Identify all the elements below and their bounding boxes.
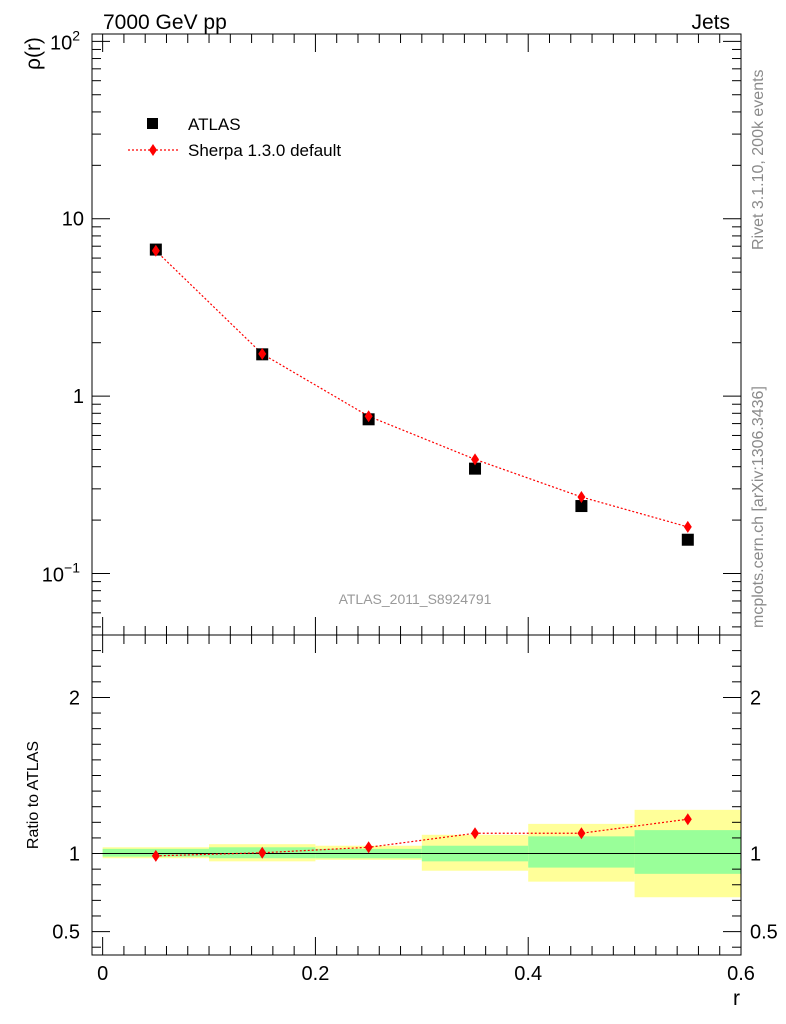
legend-label-atlas: ATLAS [188, 115, 241, 134]
sherpa-point [364, 410, 373, 423]
x-axis-title: r [733, 987, 740, 1010]
x-tick-label: 0 [97, 963, 108, 985]
ratio-panel-frame [91, 634, 742, 956]
x-tick-label: 0.4 [514, 963, 542, 985]
sherpa-ratio-point [577, 827, 586, 840]
atlas-point [575, 500, 588, 513]
legend-marker-sherpa [149, 144, 157, 156]
y-tick-label-ratio-right: 2 [750, 687, 761, 709]
mc-line-ratio [155, 818, 688, 857]
header-right: Jets [691, 11, 730, 34]
sherpa-point [683, 520, 692, 533]
sherpa-ratio-point [364, 841, 373, 854]
uncertainty-band-inner [528, 836, 635, 868]
y-tick-label-main: 102 [50, 27, 80, 54]
header-left: 7000 GeV pp [103, 11, 227, 34]
uncertainty-band-inner [634, 830, 741, 874]
legend-marker-atlas [147, 118, 158, 129]
y-tick-label-ratio-right: 1 [750, 844, 761, 866]
mcplots-label: mcplots.cern.ch [arXiv:1306.3436] [750, 386, 767, 628]
sherpa-point [577, 490, 586, 503]
analysis-label: ATLAS_2011_S8924791 [339, 591, 492, 607]
atlas-point [681, 533, 694, 546]
mc-line-main [155, 250, 688, 528]
legend: ATLAS Sherpa 1.3.0 default [128, 115, 341, 160]
sherpa-ratio-point [471, 827, 480, 840]
sherpa-ratio-point [683, 813, 692, 826]
x-tick-label: 0.6 [727, 963, 755, 985]
sherpa-point [471, 453, 480, 466]
sherpa-ratio-point [151, 849, 160, 862]
sherpa-ratio-point [258, 846, 267, 859]
legend-label-sherpa: Sherpa 1.3.0 default [188, 141, 341, 160]
sherpa-point [258, 347, 267, 360]
y-axis-title-main: ρ(r) [22, 37, 45, 70]
y-tick-label-ratio-right: 0.5 [750, 922, 778, 944]
y-tick-label-ratio: 1 [69, 844, 80, 866]
sherpa-point [151, 244, 160, 257]
atlas-point [469, 462, 482, 475]
y-tick-label-main: 10−1 [42, 559, 80, 586]
y-tick-label-ratio: 2 [69, 687, 80, 709]
y-tick-label-main: 10 [62, 209, 84, 231]
y-axis-title-ratio: Ratio to ATLAS [25, 741, 42, 849]
x-tick-label: 0.2 [302, 963, 330, 985]
y-tick-label-ratio: 0.5 [52, 922, 80, 944]
rivet-label: Rivet 3.1.10, 200k events [750, 69, 767, 250]
y-tick-label-main: 1 [73, 386, 84, 408]
